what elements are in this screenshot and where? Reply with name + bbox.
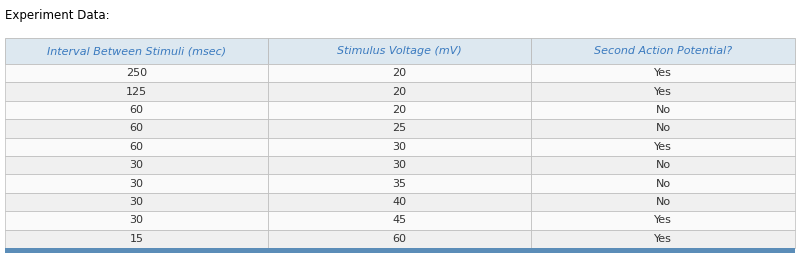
Bar bbox=[531, 101, 795, 119]
Bar bbox=[531, 175, 795, 193]
Text: Stimulus Voltage (mV): Stimulus Voltage (mV) bbox=[338, 46, 462, 56]
Text: Yes: Yes bbox=[654, 142, 672, 152]
Bar bbox=[5, 119, 268, 137]
Text: Second Action Potential?: Second Action Potential? bbox=[594, 46, 732, 56]
Text: 15: 15 bbox=[130, 234, 143, 244]
Text: 60: 60 bbox=[130, 142, 143, 152]
Text: No: No bbox=[655, 160, 670, 170]
Text: 25: 25 bbox=[393, 123, 406, 133]
Bar bbox=[5, 64, 268, 82]
Text: No: No bbox=[655, 197, 670, 207]
Bar bbox=[268, 175, 531, 193]
Text: 250: 250 bbox=[126, 68, 147, 78]
Bar bbox=[5, 230, 268, 248]
Bar bbox=[5, 82, 268, 101]
Text: 60: 60 bbox=[130, 105, 143, 115]
Text: 35: 35 bbox=[393, 179, 406, 189]
Bar bbox=[531, 193, 795, 211]
Text: 20: 20 bbox=[393, 68, 406, 78]
Bar bbox=[531, 119, 795, 137]
Bar bbox=[268, 82, 531, 101]
Text: No: No bbox=[655, 105, 670, 115]
Bar bbox=[268, 193, 531, 211]
Text: Interval Between Stimuli (msec): Interval Between Stimuli (msec) bbox=[47, 46, 226, 56]
Bar bbox=[268, 119, 531, 137]
Bar bbox=[268, 211, 531, 230]
Bar bbox=[5, 211, 268, 230]
Bar bbox=[268, 64, 531, 82]
Text: 30: 30 bbox=[393, 160, 406, 170]
Bar bbox=[268, 38, 531, 64]
Text: Yes: Yes bbox=[654, 234, 672, 244]
Bar bbox=[5, 193, 268, 211]
Text: Yes: Yes bbox=[654, 215, 672, 225]
Bar bbox=[531, 156, 795, 175]
Bar bbox=[531, 38, 795, 64]
Text: Yes: Yes bbox=[654, 68, 672, 78]
Text: 60: 60 bbox=[393, 234, 406, 244]
Bar bbox=[531, 211, 795, 230]
Bar bbox=[268, 101, 531, 119]
Text: 60: 60 bbox=[130, 123, 143, 133]
Text: No: No bbox=[655, 179, 670, 189]
Bar bbox=[531, 230, 795, 248]
Text: No: No bbox=[655, 123, 670, 133]
Text: Yes: Yes bbox=[654, 87, 672, 97]
Bar bbox=[5, 175, 268, 193]
Bar bbox=[5, 137, 268, 156]
Text: 30: 30 bbox=[130, 179, 143, 189]
Text: 45: 45 bbox=[393, 215, 406, 225]
Text: 30: 30 bbox=[130, 197, 143, 207]
Bar bbox=[531, 64, 795, 82]
Bar bbox=[5, 38, 268, 64]
Text: 30: 30 bbox=[130, 160, 143, 170]
Bar bbox=[531, 82, 795, 101]
Bar bbox=[5, 248, 795, 253]
Text: 20: 20 bbox=[393, 105, 406, 115]
Bar bbox=[531, 137, 795, 156]
Text: 20: 20 bbox=[393, 87, 406, 97]
Bar bbox=[268, 137, 531, 156]
Bar bbox=[5, 156, 268, 175]
Bar bbox=[5, 101, 268, 119]
Bar bbox=[268, 230, 531, 248]
Text: Experiment Data:: Experiment Data: bbox=[5, 9, 110, 22]
Text: 125: 125 bbox=[126, 87, 147, 97]
Bar bbox=[268, 156, 531, 175]
Text: 40: 40 bbox=[393, 197, 406, 207]
Text: 30: 30 bbox=[393, 142, 406, 152]
Text: 30: 30 bbox=[130, 215, 143, 225]
